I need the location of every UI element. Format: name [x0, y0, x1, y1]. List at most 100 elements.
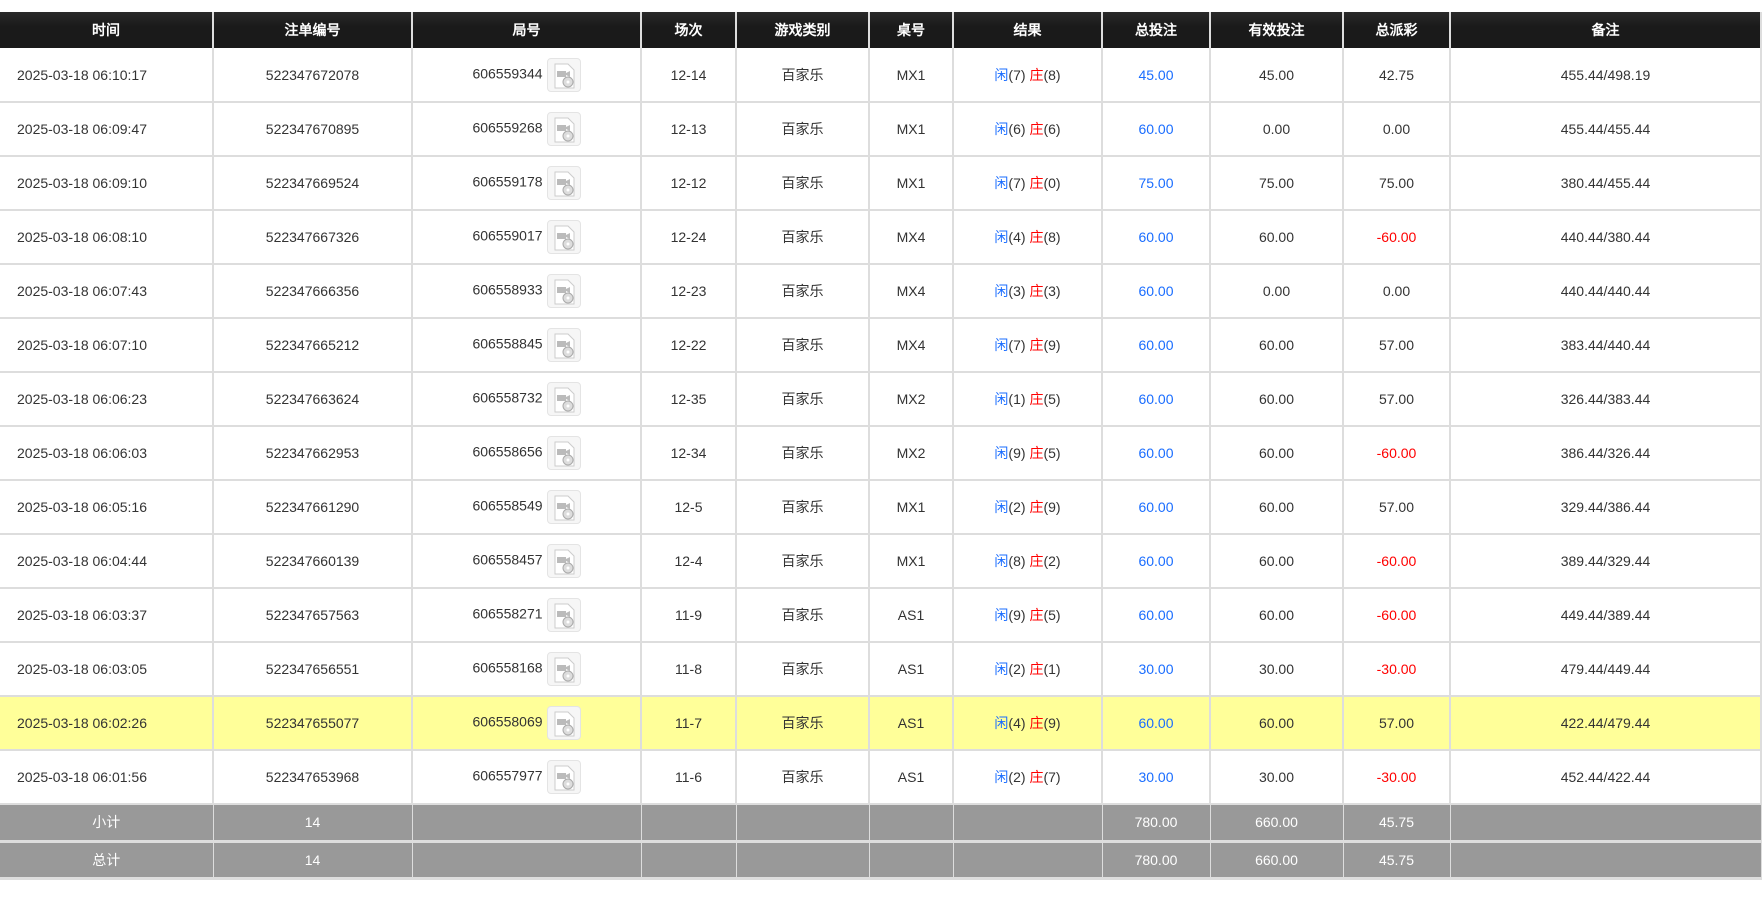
player-label: 闲	[994, 769, 1009, 785]
total-bet-cell: 60.00	[1102, 264, 1211, 319]
game-type-cell: 百家乐	[736, 750, 870, 805]
table-header-row: 时间 注单编号 局号 场次 游戏类别 桌号 结果 总投注 有效投注 总派彩 备注	[0, 12, 1762, 48]
game-type-cell: 百家乐	[736, 534, 870, 589]
payout-cell: 0.00	[1343, 102, 1451, 157]
result-cell: 闲(2) 庄(9)	[953, 480, 1103, 535]
table-no-cell: MX4	[869, 318, 954, 373]
empty-cell	[953, 804, 1103, 843]
valid-bet-cell: 0.00	[1210, 102, 1344, 157]
payout-cell: -30.00	[1343, 642, 1451, 697]
game-type-cell: 百家乐	[736, 642, 870, 697]
summary-count: 14	[213, 841, 413, 880]
round-cell: 606558845	[412, 318, 642, 373]
video-replay-icon[interactable]	[546, 166, 581, 200]
player-score: (2)	[1008, 661, 1026, 677]
round-number: 606559268	[472, 119, 543, 136]
empty-cell	[869, 804, 954, 843]
note-cell: 455.44/455.44	[1450, 102, 1762, 157]
video-replay-icon[interactable]	[546, 328, 581, 362]
payout-cell: -60.00	[1343, 534, 1451, 589]
note-cell: 380.44/455.44	[1450, 156, 1762, 211]
header-result: 结果	[953, 12, 1103, 48]
table-no-cell: MX2	[869, 372, 954, 427]
result-cell: 闲(6) 庄(6)	[953, 102, 1103, 157]
video-replay-icon[interactable]	[546, 274, 581, 308]
player-score: (6)	[1008, 121, 1026, 137]
player-label: 闲	[994, 607, 1009, 623]
video-replay-icon[interactable]	[546, 436, 581, 470]
bet-id-cell: 522347656551	[213, 642, 413, 697]
banker-label: 庄	[1029, 661, 1044, 677]
time-cell: 2025-03-18 06:03:05	[0, 642, 214, 697]
payout-cell: 42.75	[1343, 48, 1451, 103]
total-bet-cell: 60.00	[1102, 318, 1211, 373]
table-no-cell: MX1	[869, 156, 954, 211]
note-cell: 440.44/440.44	[1450, 264, 1762, 319]
valid-bet-cell: 30.00	[1210, 642, 1344, 697]
player-label: 闲	[994, 391, 1009, 407]
shoe-cell: 12-5	[641, 480, 737, 535]
video-replay-icon[interactable]	[546, 382, 581, 416]
table-row: 2025-03-18 06:03:37 522347657563 6065582…	[0, 588, 1762, 643]
banker-score: (7)	[1043, 769, 1061, 785]
bet-id-cell: 522347672078	[213, 48, 413, 103]
video-replay-icon[interactable]	[546, 544, 581, 578]
player-label: 闲	[994, 229, 1009, 245]
valid-bet-cell: 30.00	[1210, 750, 1344, 805]
game-type-cell: 百家乐	[736, 588, 870, 643]
video-replay-icon[interactable]	[546, 490, 581, 524]
round-number: 606558656	[472, 443, 543, 460]
table-row: 2025-03-18 06:09:10 522347669524 6065591…	[0, 156, 1762, 211]
player-label: 闲	[994, 715, 1009, 731]
table-row: 2025-03-18 06:06:03 522347662953 6065586…	[0, 426, 1762, 481]
banker-label: 庄	[1029, 499, 1044, 515]
header-total-bet: 总投注	[1102, 12, 1211, 48]
video-replay-icon[interactable]	[546, 706, 581, 740]
banker-label: 庄	[1029, 121, 1044, 137]
valid-bet-cell: 60.00	[1210, 426, 1344, 481]
summary-payout: 45.75	[1343, 804, 1451, 843]
player-label: 闲	[994, 337, 1009, 353]
video-replay-icon[interactable]	[546, 652, 581, 686]
round-cell: 606558549	[412, 480, 642, 535]
total-bet-cell: 60.00	[1102, 210, 1211, 265]
player-label: 闲	[994, 283, 1009, 299]
total-bet-cell: 30.00	[1102, 642, 1211, 697]
time-cell: 2025-03-18 06:07:43	[0, 264, 214, 319]
shoe-cell: 12-35	[641, 372, 737, 427]
shoe-cell: 11-8	[641, 642, 737, 697]
player-score: (7)	[1008, 66, 1026, 83]
player-label: 闲	[994, 175, 1009, 191]
table-no-cell: MX1	[869, 534, 954, 589]
summary-row: 总计 14 780.00 660.00 45.75	[0, 841, 1762, 880]
round-number: 606558271	[472, 605, 543, 622]
video-replay-icon[interactable]	[546, 112, 581, 146]
banker-label: 庄	[1029, 337, 1044, 353]
round-number: 606558457	[472, 551, 543, 568]
note-cell: 326.44/383.44	[1450, 372, 1762, 427]
time-cell: 2025-03-18 06:05:16	[0, 480, 214, 535]
valid-bet-cell: 60.00	[1210, 372, 1344, 427]
table-row: 2025-03-18 06:08:10 522347667326 6065590…	[0, 210, 1762, 265]
note-cell: 440.44/380.44	[1450, 210, 1762, 265]
result-cell: 闲(7) 庄(0)	[953, 156, 1103, 211]
result-cell: 闲(9) 庄(5)	[953, 426, 1103, 481]
video-replay-icon[interactable]	[546, 220, 581, 254]
table-row: 2025-03-18 06:09:47 522347670895 6065592…	[0, 102, 1762, 157]
bet-id-cell: 522347660139	[213, 534, 413, 589]
empty-cell	[1450, 841, 1762, 880]
time-cell: 2025-03-18 06:07:10	[0, 318, 214, 373]
shoe-cell: 12-4	[641, 534, 737, 589]
header-game-type: 游戏类别	[736, 12, 870, 48]
valid-bet-cell: 60.00	[1210, 696, 1344, 751]
time-cell: 2025-03-18 06:01:56	[0, 750, 214, 805]
summary-label: 小计	[0, 804, 214, 843]
video-replay-icon[interactable]	[546, 598, 581, 632]
video-replay-icon[interactable]	[546, 57, 581, 92]
shoe-cell: 12-24	[641, 210, 737, 265]
result-cell: 闲(9) 庄(5)	[953, 588, 1103, 643]
time-cell: 2025-03-18 06:10:17	[0, 48, 214, 103]
video-replay-icon[interactable]	[546, 760, 581, 794]
valid-bet-cell: 60.00	[1210, 534, 1344, 589]
round-cell: 606558168	[412, 642, 642, 697]
